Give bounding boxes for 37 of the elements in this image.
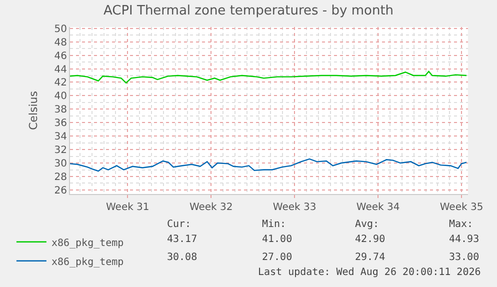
y-tick-label: 30 <box>54 158 67 170</box>
text: 44.93 <box>449 234 480 245</box>
text: Cur: <box>167 219 192 230</box>
text: Avg: <box>355 219 380 230</box>
y-tick-label: 34 <box>54 132 67 143</box>
text: 43.17 <box>167 234 198 245</box>
y-axis-title: Celsius <box>26 90 40 130</box>
x-tick-label: Week 32 <box>189 202 233 213</box>
line-series <box>70 70 468 84</box>
legend-label: x86_pkg_temp <box>51 256 124 268</box>
y-tick-label: 26 <box>54 185 67 196</box>
y-tick-label: 36 <box>54 118 67 130</box>
y-tick-label: 46 <box>54 50 67 62</box>
text: 41.00 <box>262 234 292 245</box>
legend-label: x86_pkg_temp <box>51 238 124 249</box>
y-tick-label: 48 <box>54 37 67 48</box>
y-tick-label: 50 <box>54 24 67 35</box>
y-tick-label: 44 <box>54 64 67 76</box>
text: 33.00 <box>449 252 480 263</box>
line-series <box>70 158 468 172</box>
text: 42.90 <box>355 234 386 245</box>
chart-title: ACPI Thermal zone temperatures - by month <box>103 4 394 19</box>
x-tick-label: Week 34 <box>356 202 400 213</box>
text: Max: <box>449 219 474 230</box>
x-tick-label: Week 33 <box>272 202 316 213</box>
y-tick-label: 42 <box>54 78 67 89</box>
text: Last update: Wed Aug 26 20:00:11 2026 <box>258 267 481 278</box>
text: 27.00 <box>262 252 292 263</box>
text: 29.74 <box>355 252 386 263</box>
text: 30.08 <box>167 252 198 263</box>
x-tick-label: Week 31 <box>106 202 150 213</box>
y-tick-label: 38 <box>54 104 67 116</box>
y-tick-label: 28 <box>54 172 67 183</box>
y-tick-label: 32 <box>54 145 67 156</box>
text: Min: <box>262 219 286 230</box>
y-tick-label: 40 <box>54 91 67 102</box>
x-tick-label: Week 35 <box>440 202 484 213</box>
